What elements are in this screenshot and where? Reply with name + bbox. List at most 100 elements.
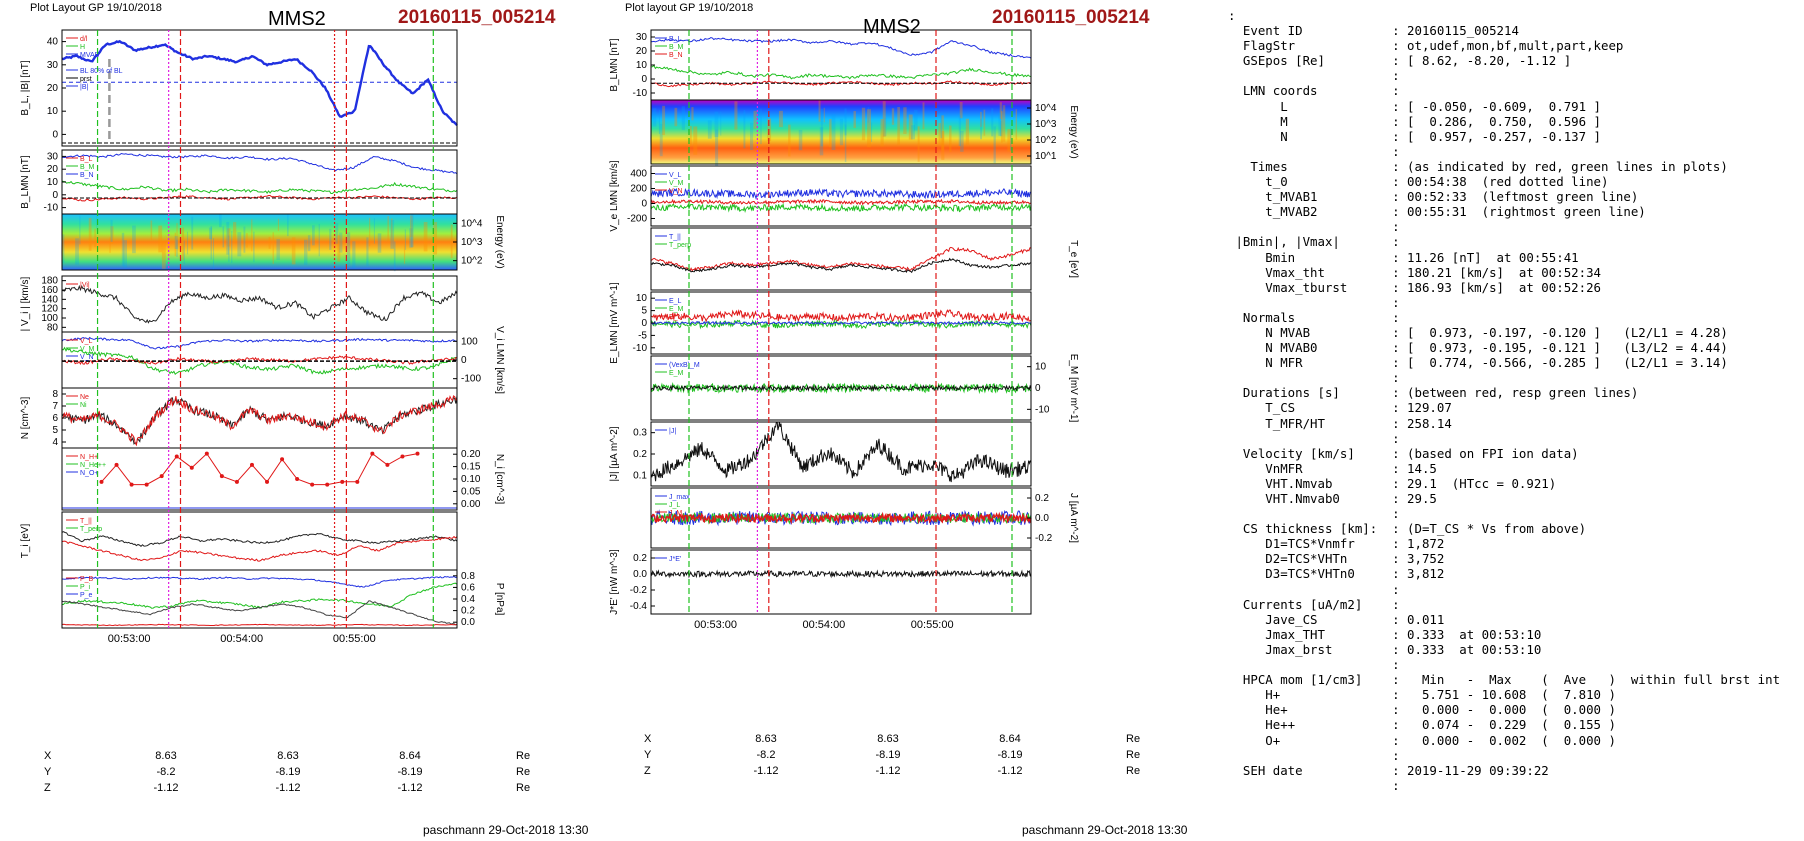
summary-line: Normals : [1228, 309, 1400, 325]
legend-label: V_N [669, 188, 683, 195]
summary-line: : [1228, 777, 1400, 793]
spectrogram-streak [941, 115, 944, 151]
spectrogram-streak [1000, 111, 1003, 143]
spectrogram-streak [287, 214, 289, 237]
spectrogram-streak [674, 107, 678, 127]
spectrogram-streak [377, 233, 382, 253]
coord-value: -1.12 [275, 782, 301, 794]
y-tick-label: 0.10 [461, 474, 481, 485]
el-series [650, 309, 1032, 323]
y-tick-label: 10^3 [461, 237, 483, 248]
panel-frame-espec [650, 99, 1032, 165]
y-tick-label: 30 [47, 151, 59, 162]
spectrogram-streak [403, 239, 406, 264]
spectrogram-streak [980, 118, 983, 140]
summary-line: t_0 : 00:54:38 (red dotted line) [1228, 174, 1609, 190]
y-axis-label: N_i [cm^-3] [494, 454, 505, 504]
legend-label: H [80, 44, 85, 51]
spectrogram-streak [208, 227, 213, 240]
spectrogram-streak [110, 219, 113, 242]
spectrogram-streak [158, 225, 163, 253]
y-axis-label: J [µA m^-2] [1068, 493, 1079, 543]
coord-value: -8.2 [756, 749, 776, 761]
spectrogram-streak [176, 223, 178, 247]
summary-line: HPCA mom [1/cm3] : Min - Max ( Ave ) wit… [1228, 672, 1781, 688]
spectrogram-streak [940, 112, 943, 139]
legend-label: J_L [669, 502, 680, 509]
spectrogram-streak [714, 111, 719, 137]
legend-label: d/l [80, 36, 88, 43]
coord-value: -8.19 [397, 766, 423, 778]
spectrogram-streak [998, 112, 1002, 136]
spectrogram-streak [753, 110, 757, 129]
spectrogram-streak [897, 106, 900, 145]
spectrogram-streak [693, 126, 698, 155]
ti-perp-series [61, 535, 458, 562]
summary-line: : [1228, 747, 1400, 763]
legend-label: (VexB)_M [669, 362, 700, 369]
legend-label: |Vi| [80, 282, 90, 289]
spectrogram-streak [941, 131, 945, 160]
spectrogram-streak [404, 229, 407, 250]
summary-line: N MFR : [ 0.774, -0.566, -0.285 ] (L2/L1… [1228, 355, 1728, 371]
y-tick-label: 0.0 [1035, 513, 1049, 524]
y-tick-label: 10 [47, 106, 59, 117]
bl-lmn-series [62, 152, 458, 175]
summary-line: : [1228, 8, 1236, 23]
coord-axis-label: Z [44, 782, 51, 794]
spectrogram-fill [62, 214, 457, 270]
legend-label: |J| [669, 428, 676, 435]
p-red-series [61, 623, 458, 627]
summary-line: : [1228, 370, 1400, 386]
summary-line: Velocity [km/s] : (based on FPI ion data… [1228, 445, 1579, 461]
spectrogram-streak [132, 225, 136, 254]
y-tick-label: 0.2 [633, 449, 647, 460]
left-layout-label: Plot Layout GP 19/10/2018 [30, 2, 162, 14]
spectrogram-streak [999, 102, 1002, 119]
summary-line: N MVAB : [ 0.973, -0.197, -0.120 ] (L2/L… [1228, 324, 1728, 340]
spectrogram-streak [390, 218, 393, 243]
spectrogram-streak [991, 108, 994, 137]
jm-series [650, 511, 1032, 525]
legend-label: B_M [80, 164, 95, 171]
spectrogram-streak [819, 127, 824, 156]
y-tick-label: 20 [47, 83, 59, 94]
spectrogram-streak [237, 232, 242, 257]
y-tick-label: 40 [47, 37, 59, 48]
panel-frame-ni [61, 447, 458, 511]
em2-series [650, 382, 1032, 395]
summary-line: GSEpos [Re] : [ 8.62, -8.20, -1.12 ] [1228, 53, 1572, 69]
y-tick-label: 0.00 [461, 499, 481, 510]
coord-unit: Re [516, 782, 531, 794]
summary-line: t_MVAB2 : 00:55:31 (rightmost green line… [1228, 204, 1646, 220]
spectrogram-streak [1002, 105, 1006, 142]
y-tick-label: -10 [633, 343, 648, 354]
legend-label: B_N [80, 172, 94, 179]
y-tick-label: 0.8 [461, 571, 475, 582]
bl-series [61, 39, 458, 127]
jmax-series [650, 511, 1032, 525]
vexb-series [650, 384, 1032, 392]
spectrogram-streak [335, 223, 339, 244]
summary-line: D2=TCS*VHTn : 3,752 [1228, 551, 1445, 567]
left-event-title: 20160115_005214 [398, 7, 556, 28]
summary-line: L : [ -0.050, -0.609, 0.791 ] [1228, 98, 1601, 114]
coord-unit: Re [1126, 765, 1141, 777]
spectrogram-streak [233, 222, 237, 244]
y-tick-label: -0.2 [630, 585, 648, 596]
time-tick-label: 00:55:00 [333, 633, 376, 645]
y-axis-label: P [nPa] [494, 583, 505, 616]
spectrogram-streak [346, 232, 351, 265]
y-tick-label: 8 [52, 389, 58, 400]
y-axis-label: |J| [µA m^-2] [609, 426, 620, 481]
vl-series [61, 336, 458, 350]
y-tick-label: 20 [636, 46, 648, 57]
legend-label: prst [80, 76, 92, 83]
legend-label: P_B [80, 576, 94, 583]
summary-line: FlagStr : ot,udef,mon,bf,mult,part,keep [1228, 38, 1624, 54]
spectrogram-streak [743, 110, 746, 149]
event-summary-text: : Event ID : 20160115_005214 FlagStr : o… [1228, 8, 1798, 793]
time-tick-label: 00:53:00 [694, 619, 737, 631]
y-axis-label: V_e LMN [km/s] [609, 160, 620, 231]
summary-line: Vmax_tht : 180.21 [km/s] at 00:52:34 [1228, 264, 1601, 280]
